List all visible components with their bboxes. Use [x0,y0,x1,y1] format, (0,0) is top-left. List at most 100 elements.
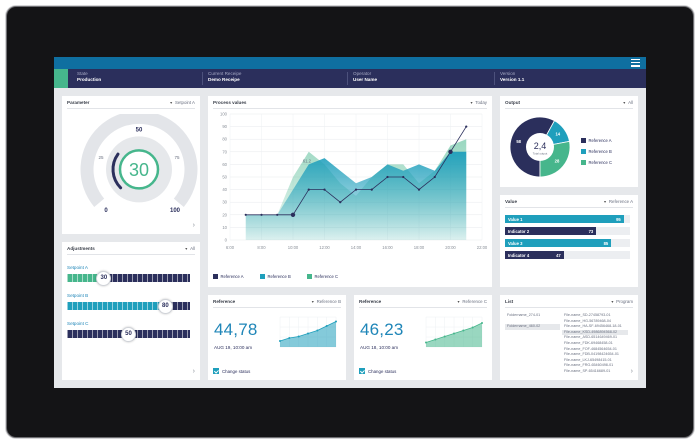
file-item[interactable]: File-name_ASD-6514649469-01 [564,335,618,340]
y-tick-label: 0 [225,238,228,243]
spark-point [425,341,427,344]
bar-fill: Value 3 85 [505,239,612,247]
bar-label: Indicator 4 [508,252,530,258]
output-legend-item[interactable]: Reference B [581,149,612,154]
parameter-panel: Parameter ▼ Setpoint A 30 50 25 75 0 100 … [62,96,200,234]
file-item[interactable]: File-name_HA-SF-69456468-18-01 [564,324,622,329]
status-divider [202,72,203,85]
menu-icon[interactable] [631,59,640,67]
folder-item[interactable]: Foldername_460-02 [505,324,560,330]
legend-swatch [581,149,586,154]
slider-ticks [67,302,190,310]
spark-point [434,338,437,341]
series-points [244,125,468,217]
setpoint-c-slider[interactable]: 50 [67,326,190,342]
bar-label: Value 1 [508,216,523,222]
file-item[interactable]: File-name_HG-56789468-04 [564,318,611,323]
setpoint-a-slider[interactable]: 30 [67,270,190,286]
operator-value: User Name [353,76,378,82]
checkbox-label: Change status [368,369,397,374]
list-dropdown[interactable]: ▼ Program [611,299,633,304]
gauge-center [118,149,160,190]
value-bar: Value 3 85 [505,239,630,247]
change-status-checkbox[interactable]: Change status [359,368,396,374]
chevron-right-icon[interactable]: › [192,368,195,375]
file-item[interactable]: File-name_FRG-65460498-01 [564,363,614,368]
output-panel: Output ▼ All 2,4 Total output 58 14 28 Refe… [500,96,638,187]
change-status-checkbox[interactable]: Change status [213,368,250,374]
panel-title: Reference [359,299,382,304]
spark-point [307,332,309,335]
chevron-right-icon[interactable]: › [192,222,195,229]
slider-knob[interactable]: 50 [121,326,136,342]
x-tick-label: 18:00 [414,245,425,250]
file-item[interactable]: File-name_FDK-69468458-01 [564,340,613,345]
process-dropdown[interactable]: ▼ Today [470,100,487,105]
top-bar [54,57,646,69]
divider [67,108,195,109]
dropdown-value: Setpoint A [174,100,195,105]
output-legend-item[interactable]: Reference C [581,160,612,165]
value-dropdown[interactable]: ▼ Reference A [603,199,633,204]
receipe-value: Demo Receipe [208,76,240,82]
reference-c-sparkline [425,316,483,348]
setpoint-gauge[interactable]: 30 50 25 75 0 100 [76,114,202,224]
x-tick-label: 22:00 [477,245,488,250]
panel-title: Reference [213,299,236,304]
chevron-down-icon: ▼ [603,200,607,204]
slider-knob[interactable]: 30 [96,270,112,286]
dropdown-value: Today [475,100,487,105]
file-item[interactable]: File-name_KSD-4986894568-02 [562,329,628,336]
file-item[interactable]: File-name_LKJ-65498415-01 [564,357,612,362]
reference-b-dropdown[interactable]: ▼ Reference B [311,299,341,304]
legend-label: Reference C [588,160,613,165]
divider [505,307,633,308]
panel-title: Output [505,100,521,105]
data-point [370,188,373,191]
file-item[interactable]: File-name_SP-65416689-01 [564,368,611,373]
x-tick-label: 12:00 [319,245,330,250]
chart-legend-item[interactable]: Reference C [307,274,338,279]
checkbox-label: Change status [222,369,251,374]
output-legend-item[interactable]: Reference A [581,138,612,143]
data-point [448,149,453,154]
reference-c-dropdown[interactable]: ▼ Reference C [457,299,487,304]
file-item[interactable]: File-name_FDB-04198424654-01 [564,352,619,357]
x-tick-label: 16:00 [382,245,393,250]
parameter-dropdown[interactable]: ▼ Setpoint A [169,100,195,105]
chevron-down-icon: ▼ [169,101,173,105]
adjustments-dropdown[interactable]: ▼ All [185,246,195,251]
y-tick-label: 40 [222,187,227,192]
reference-b-sparkline [279,316,337,348]
setpoint-b-slider[interactable]: 80 [67,298,190,314]
donut-center-label: Total output [533,152,548,156]
status-version: Version Version 1.1 [500,71,524,82]
folder-item[interactable]: Foldername_274-01 [507,313,541,317]
dropdown-value: Reference C [462,299,487,304]
x-axis: 6:00 8:00 10:00 12:00 14:00 16:00 18:00 20:00 22… [226,245,488,250]
chart-legend-item[interactable]: Reference A [213,274,244,279]
checkbox-checked-icon [359,368,365,374]
panel-title: Process values [213,100,247,105]
status-receipe: Current Receipe Demo Receipe [208,71,241,82]
status-accent [54,69,68,88]
legend-label: Reference B [588,149,612,154]
chart-legend-item[interactable]: Reference B [260,274,291,279]
output-dropdown[interactable]: ▼ All [623,100,633,105]
file-item[interactable]: File-name_FOF-4684564654-01 [564,346,617,351]
donut-hole [526,133,554,161]
spark-point [471,326,474,329]
series-area-reference-b [245,151,467,240]
gauge-scale-label: 50 [136,128,143,134]
output-donut[interactable]: 2,4 Total output 58 14 28 [505,112,575,182]
spark-point [481,322,483,324]
chevron-right-icon[interactable]: › [630,368,633,375]
file-item[interactable]: File-name_SD-27458793-01 [564,313,611,317]
chevron-down-icon: ▼ [456,300,461,304]
folder-list: Foldername_274-01 Foldername_460-02 [505,313,560,330]
gauge-value: 30 [129,160,149,180]
reference-value: 44,78 [214,320,258,339]
slider-knob[interactable]: 80 [157,298,173,314]
status-bar: State Production Current Receipe Demo Re… [54,69,646,88]
panel-title: List [505,299,514,304]
